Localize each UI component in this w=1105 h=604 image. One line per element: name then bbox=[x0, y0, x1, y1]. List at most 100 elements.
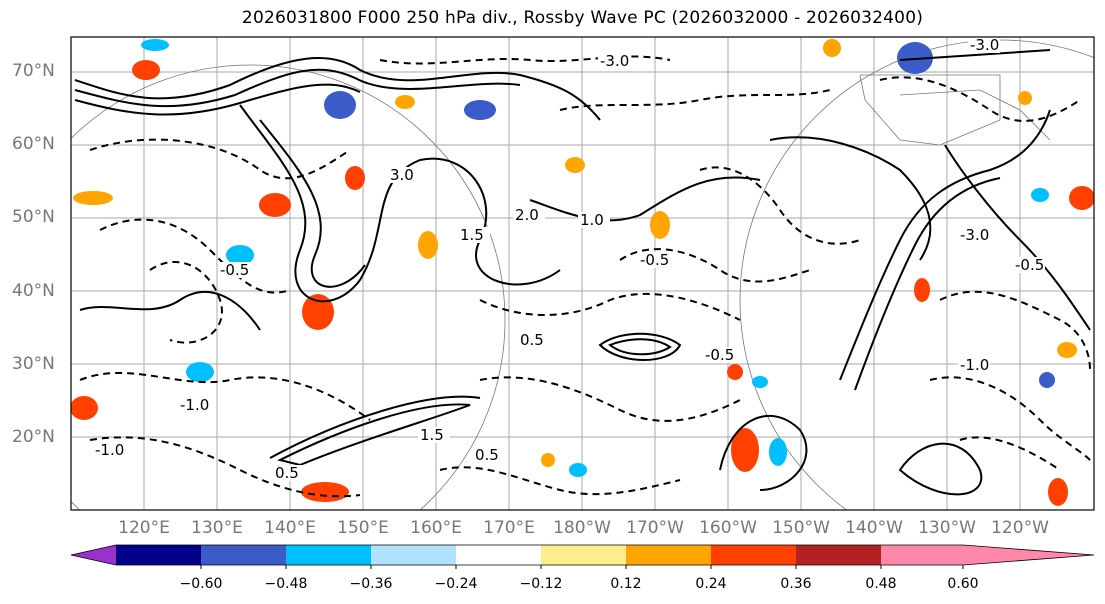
lon-label-130w: 130°W bbox=[918, 518, 976, 538]
contour-label-bg bbox=[218, 262, 250, 278]
colorbar-segment bbox=[541, 545, 626, 565]
colorbar-tick-label: 0.60 bbox=[947, 576, 979, 592]
shade-positive bbox=[1057, 342, 1077, 358]
map-frame bbox=[70, 36, 1095, 511]
map-title: 2026031800 F000 250 hPa div., Rossby Wav… bbox=[241, 8, 924, 28]
colorbar-segment bbox=[881, 545, 963, 565]
contour-line bbox=[769, 136, 932, 261]
contour-label-bg bbox=[968, 37, 1000, 53]
lon-label-140e: 140°E bbox=[264, 518, 316, 538]
lat-label-20n: 20°N bbox=[12, 427, 55, 447]
contour-line-dashed bbox=[89, 138, 351, 180]
shade-positive bbox=[73, 191, 113, 205]
contour-line-dashed bbox=[959, 436, 1061, 471]
colorbar-segment bbox=[201, 545, 286, 565]
lon-label-160e: 160°E bbox=[410, 518, 462, 538]
contour-label-bg bbox=[958, 357, 990, 373]
shade-positive bbox=[650, 211, 670, 239]
contour-label: -1.0 bbox=[95, 441, 124, 459]
colorbar-segment bbox=[371, 545, 456, 565]
contour-line-dashed bbox=[79, 372, 371, 421]
contour-label-bg bbox=[93, 442, 125, 458]
shade-negative bbox=[569, 463, 587, 477]
shade-positive bbox=[132, 60, 160, 80]
lon-label-170w: 170°W bbox=[626, 518, 684, 538]
lon-label-140w: 140°W bbox=[845, 518, 903, 538]
contour-label-bg bbox=[958, 227, 990, 243]
contour-label-bg bbox=[598, 53, 630, 69]
shade-positive bbox=[727, 364, 743, 380]
colorbar-tick-label: 0.12 bbox=[610, 576, 642, 592]
coastline-canada bbox=[899, 89, 1051, 141]
shade-positive bbox=[418, 231, 438, 259]
contour-line-dashed bbox=[479, 292, 741, 321]
colorbar-tick-label: −0.60 bbox=[179, 576, 223, 592]
contour-line bbox=[854, 177, 1001, 391]
contour-label-bg bbox=[578, 212, 610, 228]
contour-line bbox=[529, 176, 761, 222]
contour-line bbox=[79, 290, 261, 331]
colorbar-tick-label: −0.24 bbox=[434, 576, 478, 592]
contour-line-dashed bbox=[149, 260, 223, 344]
contour-line-dashed bbox=[879, 76, 1081, 122]
contour-label: 0.5 bbox=[275, 464, 299, 482]
contour-line-dashed bbox=[439, 466, 681, 496]
colorbar-tick-label: −0.48 bbox=[264, 576, 308, 592]
contour-label: 0.5 bbox=[520, 331, 544, 349]
colorbar-segment bbox=[286, 545, 371, 565]
shade-positive bbox=[1048, 478, 1068, 506]
contour-label: -0.5 bbox=[705, 346, 734, 364]
lon-label-150w: 150°W bbox=[772, 518, 830, 538]
contour-label: -3.0 bbox=[600, 52, 629, 70]
colorbar-extend-min bbox=[71, 545, 116, 565]
divergence-shading bbox=[71, 39, 1094, 506]
shade-negative bbox=[141, 39, 169, 51]
lon-label-130e: 130°E bbox=[191, 518, 243, 538]
solid-contours bbox=[74, 49, 1091, 496]
shade-negative bbox=[226, 245, 254, 265]
contour-label-bg bbox=[703, 347, 735, 363]
coastline-arc bbox=[71, 64, 506, 510]
coastline-alaska bbox=[859, 74, 1001, 146]
lat-label-70n: 70°N bbox=[12, 61, 55, 81]
contour-line bbox=[277, 403, 471, 467]
contour-line-dashed bbox=[619, 248, 811, 283]
contour-label: -0.5 bbox=[640, 251, 669, 269]
shade-negative bbox=[464, 100, 496, 120]
contour-label-bg bbox=[418, 427, 450, 443]
shade-positive bbox=[731, 428, 759, 472]
contour-label: 2.0 bbox=[515, 206, 539, 224]
shade-positive bbox=[301, 482, 349, 502]
colorbar-extend-max bbox=[963, 545, 1094, 565]
colorbar-tick-label: −0.36 bbox=[349, 576, 393, 592]
shade-positive bbox=[71, 396, 98, 420]
contour-line bbox=[899, 49, 1051, 61]
shade-negative bbox=[1039, 372, 1055, 388]
colorbar-tick-label: 0.36 bbox=[780, 576, 812, 592]
shade-negative bbox=[324, 91, 356, 119]
shade-positive bbox=[1018, 91, 1032, 105]
shade-positive bbox=[302, 294, 334, 330]
shade-negative bbox=[769, 438, 787, 466]
contour-label: -0.5 bbox=[220, 261, 249, 279]
lat-label-60n: 60°N bbox=[12, 134, 55, 154]
contour-line-dashed bbox=[929, 376, 1091, 461]
contour-line-dashed bbox=[939, 290, 1091, 371]
colorbar-segment bbox=[116, 545, 201, 565]
contour-line bbox=[608, 338, 672, 356]
colorbar bbox=[70, 544, 1095, 569]
contour-label: 1.5 bbox=[420, 426, 444, 444]
shade-negative bbox=[752, 376, 768, 388]
contour-label-bg bbox=[513, 207, 545, 223]
contour-label: 1.5 bbox=[460, 226, 484, 244]
contour-label: -1.0 bbox=[180, 396, 209, 414]
contour-labels: -3.0 -3.0 -1.0 -0.5 -0.5 -1.0 0.5 0.5 1.0 1.5 2.0 3… bbox=[93, 36, 1045, 482]
contour-label-bg bbox=[1013, 257, 1045, 273]
lon-label-180w: 180°W bbox=[553, 518, 611, 538]
shade-positive bbox=[541, 453, 555, 467]
shade-positive bbox=[914, 278, 930, 302]
gridlines bbox=[71, 37, 1094, 510]
colorbar-tick-label: 0.24 bbox=[695, 576, 727, 592]
shade-positive bbox=[345, 166, 365, 190]
